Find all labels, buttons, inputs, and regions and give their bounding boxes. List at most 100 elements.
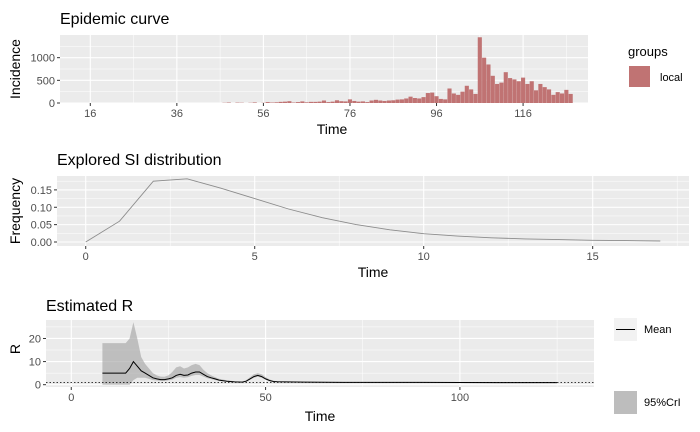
si-y-tick-label: 0.15 [31, 185, 52, 197]
epi-x-tick-label: 16 [84, 108, 96, 120]
incidence-bar [399, 99, 404, 103]
estimated-r-x-ticks: 0 50 100 [68, 387, 469, 404]
estimated-r-panel: Estimated R 0 50 100 0 10 20 Time R Mean 95%… [7, 298, 681, 424]
incidence-bar [295, 102, 301, 103]
incidence-bar [568, 93, 573, 103]
incidence-bar [373, 99, 378, 103]
incidence-bar [443, 99, 448, 103]
incidence-bar [369, 100, 374, 103]
incidence-bar [430, 92, 435, 103]
r-x-tick-label: 100 [451, 392, 469, 404]
incidence-bar [456, 94, 461, 103]
incidence-bar [473, 93, 478, 103]
incidence-bar [308, 101, 314, 103]
incidence-bar [378, 100, 383, 103]
incidence-bar [334, 100, 340, 103]
si-distribution-y-label: Frequency [7, 178, 23, 244]
incidence-bar [326, 102, 331, 103]
incidence-bar [274, 102, 279, 103]
si-x-tick-label: 10 [418, 251, 430, 263]
incidence-bar [395, 99, 400, 103]
incidence-bar [469, 89, 474, 103]
credible-interval-ribbon [102, 322, 558, 385]
incidence-bar [408, 96, 413, 103]
si-distribution-x-label: Time [358, 264, 389, 280]
epi-x-tick-label: 96 [430, 108, 442, 120]
incidence-bar [265, 102, 270, 103]
incidence-bar [508, 78, 513, 103]
r-y-tick-label: 20 [29, 333, 41, 345]
incidence-bar [499, 82, 504, 103]
si-distribution-x-ticks: 0 5 10 15 [83, 246, 599, 263]
incidence-bar [464, 85, 469, 103]
incidence-bar [538, 83, 543, 103]
r-y-tick-label: 10 [29, 357, 41, 369]
estimated-r-title: Estimated R [46, 298, 133, 315]
incidence-bar [421, 97, 426, 103]
incidence-bar [404, 98, 409, 103]
epi-y-tick-label: 0 [49, 98, 55, 110]
epidemic-curve-x-ticks: 16 36 56 76 96 116 [84, 103, 532, 120]
epi-x-tick-label: 76 [344, 108, 356, 120]
epi-y-tick-label: 1000 [31, 53, 55, 65]
epidemic-curve-panel: Epidemic curve 16 36 56 76 96 116 0 500 1000 Ti… [7, 11, 683, 137]
epidemic-curve-y-label: Incidence [7, 39, 23, 99]
estimated-r-grid [46, 320, 594, 387]
incidence-bar [447, 88, 452, 103]
epi-x-tick-label: 36 [171, 108, 183, 120]
incidence-bar [304, 102, 309, 103]
incidence-bar [347, 99, 353, 103]
incidence-bar [287, 101, 292, 103]
incidence-bar [451, 93, 456, 103]
incidence-bar [412, 98, 417, 103]
incidence-bar [551, 94, 556, 103]
si-y-tick-label: 0.10 [31, 202, 52, 214]
incidence-bar [529, 81, 534, 103]
incidence-bar [477, 37, 482, 104]
incidence-bar [516, 81, 521, 103]
incidence-bar [313, 101, 318, 103]
legend-swatch-credible-interval [614, 391, 637, 414]
incidence-bar [360, 101, 366, 103]
incidence-bar [330, 101, 335, 103]
si-distribution-y-ticks: 0.00 0.05 0.10 0.15 [31, 185, 57, 249]
incidence-bar [365, 102, 370, 103]
si-x-tick-label: 5 [252, 251, 258, 263]
groups-legend-title: groups [628, 44, 668, 59]
incidence-bar [555, 92, 560, 103]
incidence-bar [252, 102, 257, 103]
incidence-bar [490, 75, 495, 103]
incidence-bar [386, 100, 391, 103]
si-x-tick-label: 0 [83, 251, 89, 263]
epidemic-curve-grid [60, 35, 588, 104]
epidemic-curve-title: Epidemic curve [60, 11, 169, 28]
si-distribution-title: Explored SI distribution [57, 152, 222, 169]
epidemic-curve-bars [222, 37, 573, 104]
si-distribution-grid [57, 176, 689, 246]
incidence-bar [564, 89, 569, 103]
incidence-bar [391, 100, 396, 103]
epidemic-curve-y-ticks: 0 500 1000 [31, 53, 60, 110]
incidence-bar [438, 98, 443, 103]
r-x-tick-label: 50 [259, 392, 271, 404]
incidence-bar [486, 64, 491, 103]
si-y-tick-label: 0.05 [31, 220, 52, 232]
si-distribution-plot-background [57, 176, 689, 246]
si-y-tick-label: 0.00 [31, 237, 52, 249]
epi-x-tick-label: 116 [514, 108, 532, 120]
legend-label-local: local [660, 72, 683, 84]
incidence-bar [542, 87, 547, 103]
epi-y-tick-label: 500 [37, 75, 55, 87]
legend-label-credible-interval: 95%CrI [644, 397, 681, 409]
estimated-r-y-label: R [7, 344, 23, 354]
incidence-bar [417, 98, 422, 103]
incidence-bar [300, 101, 305, 103]
incidence-bar [352, 100, 357, 103]
incidence-bar [546, 89, 552, 103]
incidence-bar [339, 101, 344, 103]
incidence-bar [521, 77, 526, 103]
incidence-bar [343, 101, 348, 103]
incidence-bar [356, 101, 361, 103]
estimated-r-y-ticks: 0 10 20 [29, 333, 46, 392]
incidence-bar [282, 101, 288, 103]
